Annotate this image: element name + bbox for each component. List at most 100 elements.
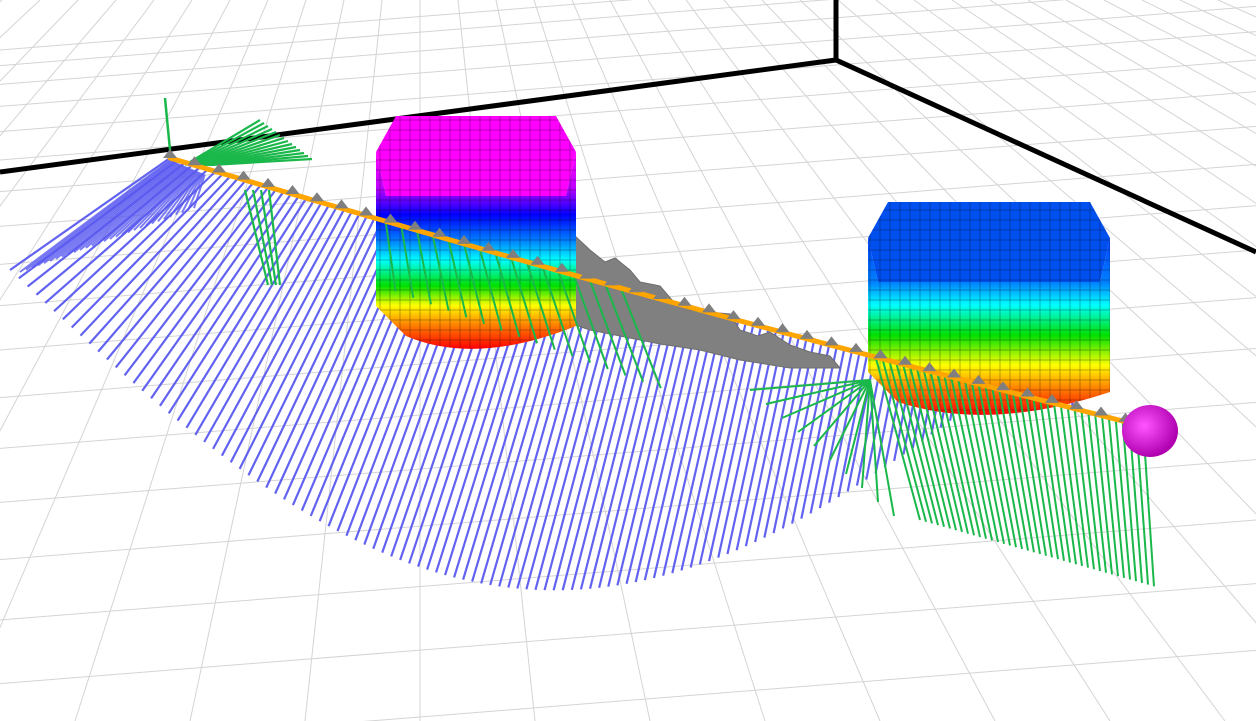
lidar-ray xyxy=(634,309,702,583)
direction-arrow xyxy=(415,230,432,305)
lidar-ray xyxy=(800,346,838,519)
lidar-ray xyxy=(181,173,204,214)
lidar-ray xyxy=(598,301,672,589)
goal-marker[interactable] xyxy=(1122,405,1178,457)
direction-arrow xyxy=(845,379,871,475)
lidar-ray xyxy=(115,167,190,238)
pose-marker xyxy=(604,276,618,286)
lidar-ray xyxy=(109,166,189,240)
direction-arrow xyxy=(963,380,999,543)
direction-arrow xyxy=(950,376,987,539)
lidar-ray xyxy=(579,297,656,590)
direction-arrow xyxy=(829,379,871,461)
pose-marker xyxy=(212,163,226,173)
lidar-ray xyxy=(570,295,649,591)
lidar-ray xyxy=(88,177,240,345)
pose-marker xyxy=(849,342,863,352)
grid-line xyxy=(1217,0,1256,18)
lidar-ray xyxy=(781,342,823,529)
direction-arrow xyxy=(541,265,574,357)
lidar-ray xyxy=(85,164,184,249)
pose-marker xyxy=(775,323,790,333)
lidar-ray xyxy=(680,320,740,571)
direction-arrow xyxy=(572,274,609,370)
pose-marker xyxy=(873,349,888,359)
pose-marker xyxy=(996,381,1010,391)
direction-arrow xyxy=(915,367,957,531)
lidar-ray xyxy=(121,167,192,236)
grid-line xyxy=(0,583,1256,685)
direction-arrow xyxy=(478,248,503,331)
grid-line xyxy=(875,0,1256,298)
direction-arrow xyxy=(619,287,662,389)
grid-line xyxy=(1179,0,1256,37)
direction-arrow xyxy=(1107,417,1125,578)
voxel-1-body-grid xyxy=(376,152,576,349)
lidar-ray xyxy=(772,340,816,534)
direction-arrow xyxy=(1025,396,1053,558)
grid-line xyxy=(1103,0,1256,80)
lidar-ray xyxy=(106,181,255,361)
pose-marker xyxy=(555,262,569,272)
pose-marker xyxy=(898,355,912,365)
direction-arrow xyxy=(1011,392,1041,555)
lidar-ray xyxy=(689,322,747,568)
direction-arrow xyxy=(998,389,1029,551)
lidar-ray xyxy=(97,165,187,245)
direction-arrow xyxy=(1094,413,1113,575)
lidar-ray xyxy=(643,311,710,581)
direction-arrow xyxy=(1004,390,1035,553)
direction-arrow xyxy=(1066,406,1089,568)
voxel-obstacle-2 xyxy=(868,202,1110,415)
lidar-ray xyxy=(534,286,619,591)
pose-marker xyxy=(187,156,202,166)
grid-line xyxy=(913,0,1256,247)
lidar-ray xyxy=(151,170,198,225)
lidar-ray xyxy=(193,174,206,209)
lidar-ray xyxy=(607,303,679,587)
direction-arrow xyxy=(259,189,278,286)
lidar-ray xyxy=(43,161,176,264)
grid-line xyxy=(362,649,1256,721)
pose-marker xyxy=(702,303,716,313)
direction-arrow xyxy=(869,379,895,517)
lidar-ray xyxy=(31,160,174,269)
lidar-ray xyxy=(37,160,175,267)
grid-line xyxy=(0,0,155,207)
direction-arrow xyxy=(400,225,415,298)
pose-marker xyxy=(947,368,961,378)
pose-marker xyxy=(653,290,667,299)
lidar-ray xyxy=(698,324,755,565)
lidar-ray xyxy=(238,215,368,470)
direction-arrow xyxy=(881,358,927,522)
direction-arrow xyxy=(1087,412,1107,573)
grid-line xyxy=(989,0,1256,167)
direction-arrow xyxy=(861,379,871,489)
direction-arrow xyxy=(243,189,270,286)
lidar-ray xyxy=(212,208,346,450)
lidar-ray xyxy=(145,169,196,227)
pose-marker xyxy=(677,296,692,306)
direction-arrow xyxy=(991,387,1023,550)
pose-marker xyxy=(922,362,937,372)
lidar-ray xyxy=(187,173,205,211)
lidar-ray xyxy=(159,195,300,407)
direction-arrow xyxy=(188,125,269,166)
direction-arrow xyxy=(970,381,1005,544)
lidar-ray xyxy=(175,172,203,216)
direction-arrow xyxy=(210,157,313,167)
grid-line xyxy=(0,0,269,629)
direction-arrow xyxy=(813,379,871,447)
grid-line xyxy=(799,0,1256,428)
lidar-ray xyxy=(194,204,331,436)
lidar-ray xyxy=(19,159,171,273)
direction-arrow xyxy=(267,189,282,286)
direction-arrow xyxy=(888,360,933,524)
lidar-ray xyxy=(167,197,308,414)
pose-marker xyxy=(285,185,300,195)
direction-arrow xyxy=(463,243,485,325)
pose-marker xyxy=(163,149,177,158)
direction-arrow xyxy=(1046,401,1071,563)
